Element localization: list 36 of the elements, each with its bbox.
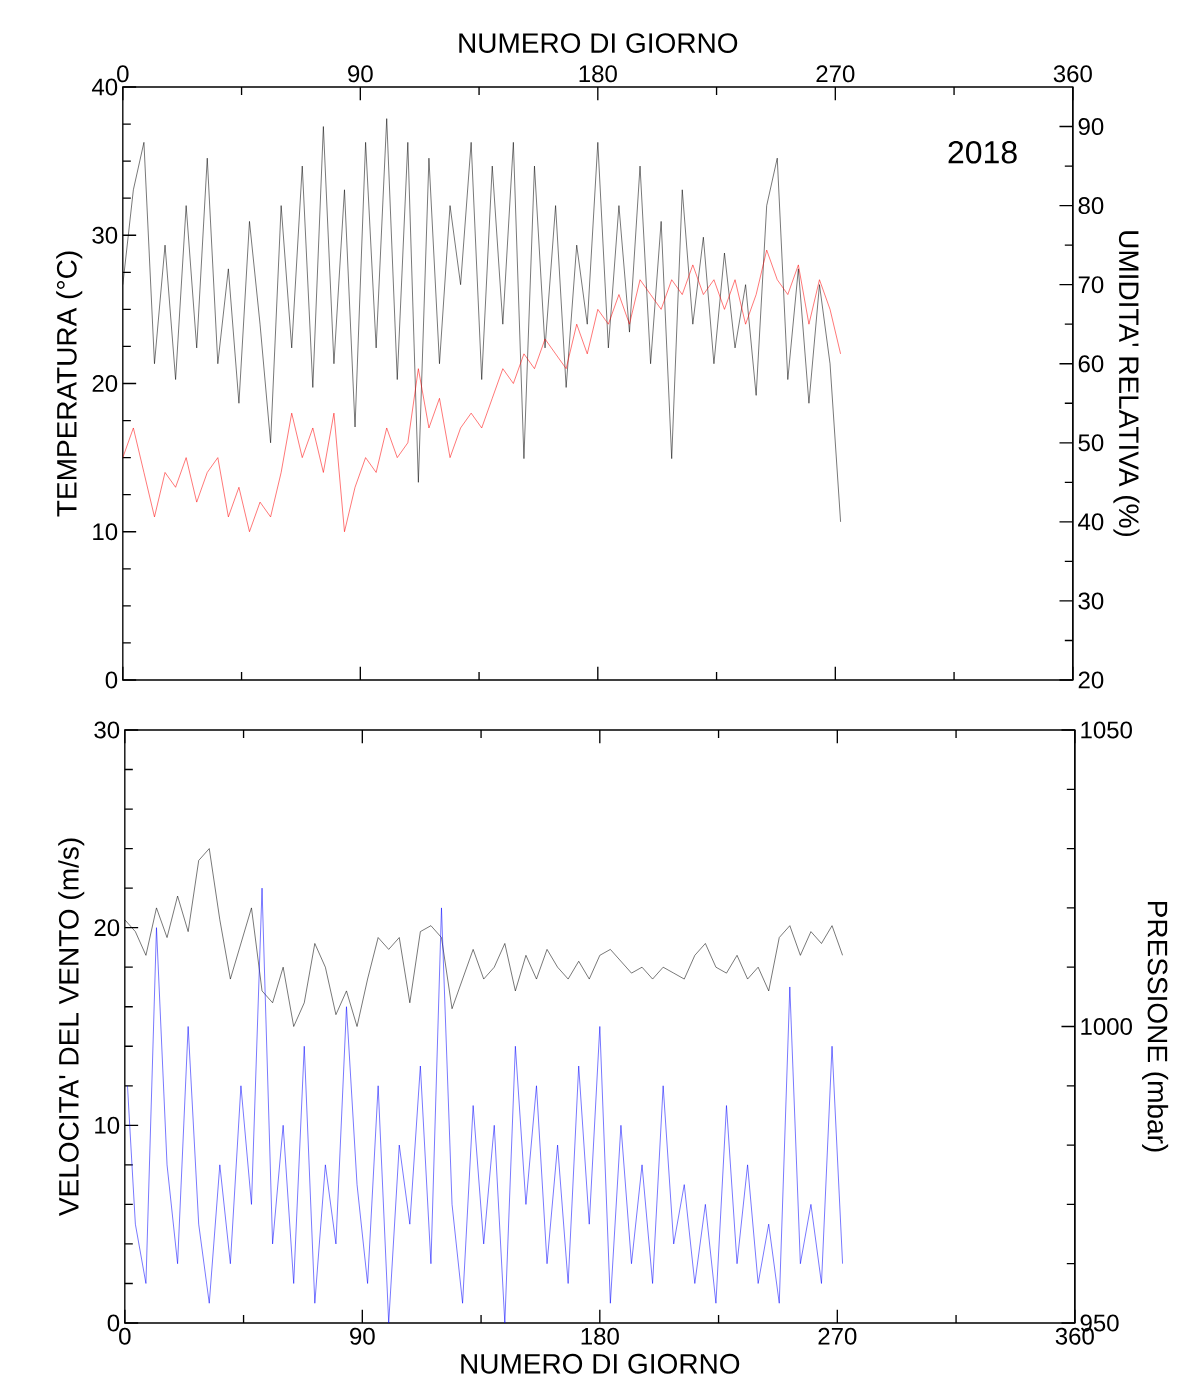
y-tick-label: 10	[95, 1116, 120, 1134]
x-axis-title: NUMERO DI GIORNO	[461, 1353, 740, 1374]
y2-tick-label: 50	[1078, 434, 1104, 452]
line-series	[122, 249, 841, 533]
y-tick-label: 20	[92, 374, 118, 392]
y2-tick-label: 1000	[1081, 1017, 1133, 1035]
x-tick-label: 90	[348, 65, 373, 83]
x-tick-label: 0	[119, 1327, 131, 1345]
annotation: 2018	[948, 140, 1017, 164]
y-tick-label: 10	[93, 523, 118, 541]
y-tick-label: 20	[94, 919, 120, 937]
x-axis-title: NUMERO DI GIORNO	[459, 33, 738, 53]
x-tick-label: 270	[818, 1327, 857, 1345]
x-tick-label: 90	[350, 1327, 375, 1345]
y2-tick-label: 1050	[1081, 721, 1133, 739]
x-tick-label: 360	[1053, 65, 1092, 83]
y-tick-label: 0	[107, 1314, 120, 1332]
y2-tick-label: 40	[1078, 513, 1104, 531]
y2-tick-label: 60	[1078, 355, 1104, 373]
x-tick-label: 180	[579, 65, 617, 83]
y2-tick-label: 70	[1078, 276, 1104, 294]
y2-tick-label: 80	[1078, 197, 1104, 215]
y-axis-title: VELOCITA' DEL VENTO (m/s)	[58, 838, 85, 1216]
x-tick-label: 180	[581, 1327, 619, 1345]
x-tick-label: 270	[816, 65, 855, 83]
y2-tick-label: 30	[1078, 592, 1104, 610]
y2-tick-label: 20	[1078, 671, 1104, 689]
y2-axis-title: PRESSIONE (mbar)	[1142, 901, 1169, 1152]
y-tick-label: 30	[94, 721, 120, 739]
line-series	[127, 887, 843, 1323]
y-axis-title: TEMPERATURA (°C)	[56, 251, 83, 517]
y2-tick-label: 90	[1078, 118, 1104, 136]
y-tick-label: 30	[92, 226, 118, 244]
y2-axis-title: UMIDITA' RELATIVA (%)	[1113, 231, 1140, 537]
y-tick-label: 40	[92, 78, 118, 96]
y-tick-label: 0	[105, 671, 118, 689]
